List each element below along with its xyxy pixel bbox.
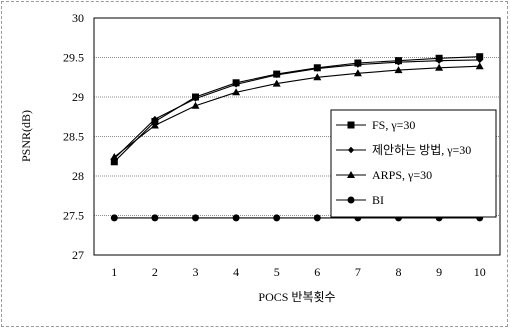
point-triangle-6 [313,73,322,81]
x-tick-label-4: 4 [233,265,239,279]
y-tick-label-27.5: 27.5 [63,209,84,223]
legend: FS, γ=30 제안하는 방법, γ=30 ARPS, γ=30 BI [330,109,497,218]
series-circle [110,214,484,222]
point-triangle-9 [435,63,444,71]
point-triangle-1 [110,153,119,161]
point-circle-4 [232,214,240,222]
x-tick-label-6: 6 [314,265,320,279]
x-tick-label-7: 7 [355,265,361,279]
point-diamond-9 [435,57,443,64]
point-triangle-5 [272,79,281,87]
legend-marker-triangle [347,171,355,178]
x-tick-label-3: 3 [193,265,199,279]
legend-marker-diamond [347,146,355,154]
point-diamond-3 [192,95,199,102]
y-axis-label: PSNR(dB) [19,110,33,162]
y-tick-label-28: 28 [72,169,84,183]
plot-area-border [93,17,501,256]
x-axis-label: POCS 반복횟수 [258,290,335,304]
legend-label-square: FS, γ=30 [372,118,415,132]
y-tick-label-29.5: 29.5 [63,51,84,65]
series-line-triangle [113,65,480,158]
point-diamond-2 [151,115,159,123]
point-diamond-4 [232,81,240,88]
x-tick-label-10: 10 [474,265,486,279]
point-triangle-2 [150,121,159,129]
point-diamond-8 [395,59,402,66]
series-line-diamond [113,59,480,159]
x-tick-label-2: 2 [152,265,158,279]
legend-label-diamond: 제안하는 방법, γ=30 [372,143,471,157]
point-triangle-4 [232,88,241,96]
point-diamond-10 [476,56,483,64]
y-tick-label-28.5: 28.5 [63,130,84,144]
point-triangle-3 [191,101,200,109]
point-triangle-7 [353,69,362,77]
x-tick-label-8: 8 [396,265,402,279]
point-diamond-5 [273,71,280,79]
x-tick-label-1: 1 [111,265,117,279]
point-triangle-10 [475,62,484,70]
point-diamond-6 [314,65,321,72]
point-diamond-7 [354,61,362,68]
legend-marker-circle [347,196,355,204]
point-circle-3 [192,214,199,222]
x-tick-labels: 1 2 3 4 5 6 7 8 9 10 [111,265,485,279]
series-triangle [110,62,484,161]
x-tick-label-5: 5 [274,265,280,279]
legend-marker-square [347,121,355,129]
x-tick-label-9: 9 [436,265,442,279]
y-tick-label-27: 27 [72,248,84,262]
y-tick-labels: 27 27.5 28 28.5 29 29.5 30 [63,11,84,262]
series-lines [110,53,484,222]
point-circle-6 [313,214,321,222]
point-triangle-8 [394,66,403,74]
y-tick-label-29: 29 [72,90,84,104]
series-diamond [111,56,483,162]
point-circle-2 [151,214,159,222]
y-tick-label-30: 30 [72,11,84,25]
legend-label-circle: BI [372,193,384,207]
point-circle-1 [110,214,118,222]
point-circle-5 [273,214,281,222]
legend-label-triangle: ARPS, γ=30 [372,168,432,182]
legend-box [330,109,497,218]
